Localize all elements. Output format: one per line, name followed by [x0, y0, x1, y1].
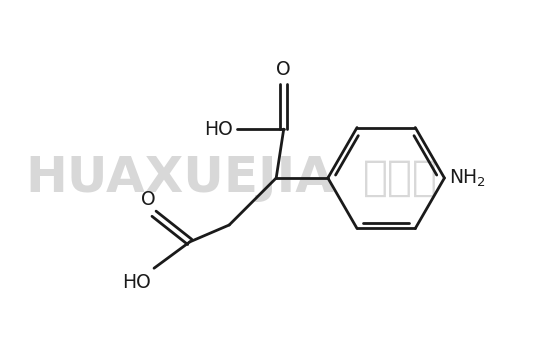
Text: O: O [141, 190, 156, 209]
Text: 化学加: 化学加 [363, 157, 438, 199]
Text: HUAXUEJIA: HUAXUEJIA [25, 154, 334, 202]
Text: HO: HO [123, 273, 151, 292]
Text: O: O [277, 60, 291, 79]
Text: NH$_2$: NH$_2$ [449, 167, 486, 189]
Text: HO: HO [204, 120, 233, 138]
